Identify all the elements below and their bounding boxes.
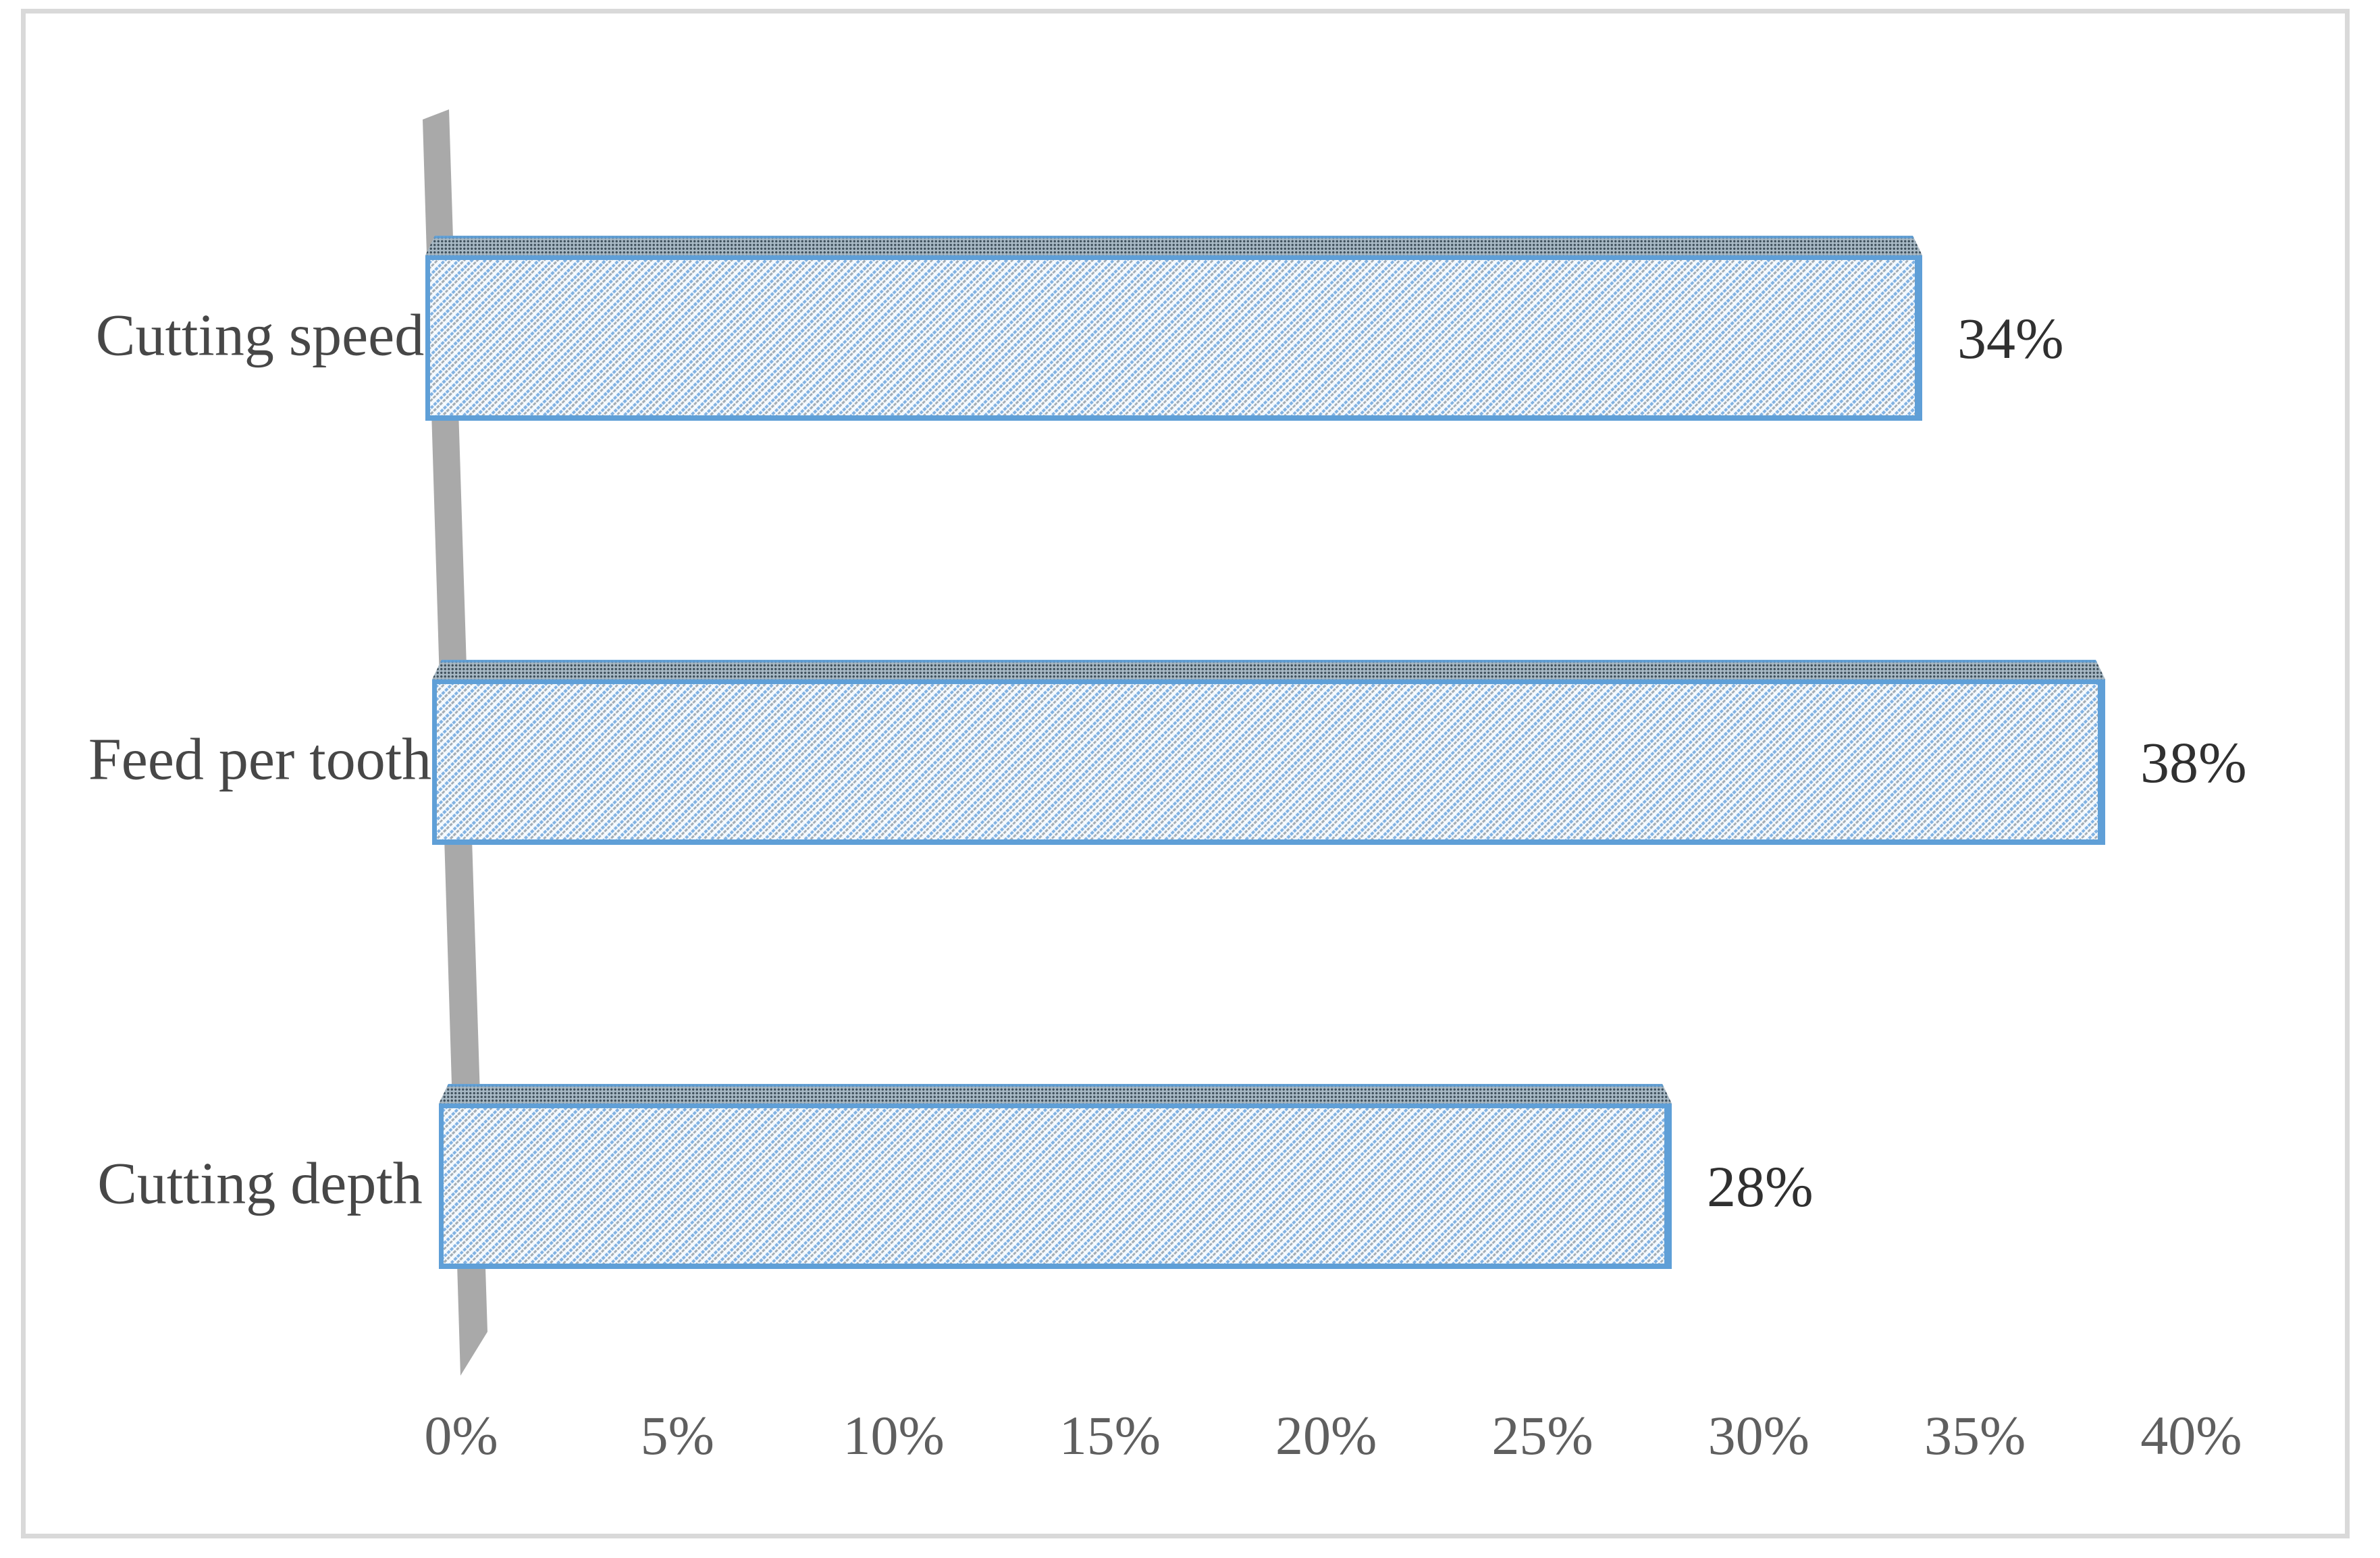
- x-tick-35: 35%: [1924, 1405, 2026, 1466]
- bar-top-face-feed-per-tooth: [432, 660, 2105, 679]
- x-tick-20: 20%: [1275, 1405, 1377, 1466]
- value-label-cutting-speed: 34%: [1957, 305, 2064, 371]
- x-tick-30: 30%: [1708, 1405, 1809, 1466]
- bar-top-face-cutting-depth: [439, 1084, 1672, 1103]
- value-label-cutting-depth: 28%: [1707, 1153, 1814, 1219]
- bar-feed-per-tooth: [432, 679, 2105, 845]
- category-label-feed-per-tooth: Feed per tooth: [88, 726, 432, 792]
- category-label-cutting-speed: Cutting speed: [95, 302, 425, 368]
- x-tick-15: 15%: [1059, 1405, 1161, 1466]
- x-tick-10: 10%: [843, 1405, 945, 1466]
- bar-cutting-speed: [425, 255, 1922, 421]
- bar-top-face-cutting-speed: [425, 236, 1922, 255]
- value-label-feed-per-tooth: 38%: [2140, 729, 2247, 795]
- category-label-cutting-depth: Cutting depth: [97, 1150, 423, 1216]
- x-tick-5: 5%: [640, 1405, 714, 1466]
- x-tick-40: 40%: [2140, 1405, 2242, 1466]
- x-tick-0: 0%: [424, 1405, 498, 1466]
- bar-cutting-depth: [439, 1103, 1672, 1269]
- x-tick-25: 25%: [1491, 1405, 1593, 1466]
